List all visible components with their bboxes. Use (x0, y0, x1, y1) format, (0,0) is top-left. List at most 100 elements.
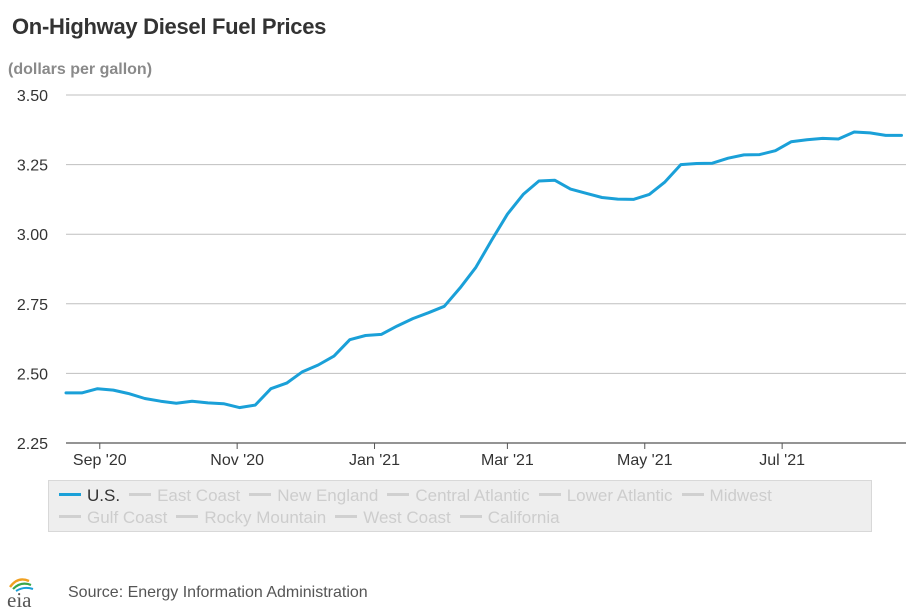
y-tick-label: 2.75 (17, 297, 48, 314)
data-point (301, 370, 304, 373)
data-point (96, 387, 99, 390)
y-axis-unit-label: (dollars per gallon) (8, 61, 153, 78)
data-point (742, 153, 745, 156)
x-tick-label: Nov '20 (210, 452, 264, 469)
data-point (884, 134, 887, 137)
data-point (65, 391, 68, 394)
eia-logo: eia (7, 578, 34, 610)
legend-item[interactable]: New England (249, 486, 378, 506)
legend-label: Midwest (709, 486, 772, 505)
legend-swatch (681, 493, 704, 497)
legend-swatch (59, 515, 81, 519)
data-point (506, 213, 509, 216)
data-point (128, 392, 131, 395)
data-point (632, 198, 635, 201)
data-point (869, 131, 872, 134)
legend-swatch (335, 515, 358, 519)
legend-label: U.S. (87, 486, 121, 505)
x-axis-ticks: Sep '20 Nov '20 Jan '21 Mar '21 May '21 Jul '… (73, 443, 805, 469)
data-point (774, 149, 777, 152)
data-point (333, 355, 336, 358)
data-point (380, 333, 383, 336)
chart-title: On-Highway Diesel Fuel Prices (12, 14, 327, 39)
legend-swatch (538, 493, 561, 497)
legend-label: Rocky Mountain (204, 508, 327, 527)
data-point (459, 287, 462, 290)
legend-label: Gulf Coast (87, 508, 168, 527)
x-tick-label: May '21 (617, 452, 673, 469)
legend-label: Lower Atlantic (566, 486, 673, 505)
legend-item[interactable]: Rocky Mountain (176, 508, 326, 528)
legend-swatch (459, 515, 482, 519)
data-point (254, 404, 257, 407)
data-point (837, 138, 840, 141)
data-point (648, 193, 651, 196)
data-point (427, 311, 430, 314)
data-point (159, 400, 162, 403)
x-tick-label: Sep '20 (73, 452, 127, 469)
data-point (538, 180, 541, 183)
series-layer (64, 130, 903, 410)
data-point (191, 400, 194, 403)
data-point (364, 334, 367, 337)
data-point (758, 153, 761, 156)
legend-swatch (249, 493, 272, 497)
data-point (900, 134, 903, 137)
data-point (585, 192, 588, 195)
source-note: Source: Energy Information Administratio… (68, 584, 368, 601)
data-point (143, 397, 146, 400)
legend-item[interactable]: Midwest (681, 486, 772, 506)
legend-swatch (59, 493, 81, 497)
data-point (490, 239, 493, 242)
y-tick-label: 3.00 (17, 227, 48, 244)
legend-row: U.S. East Coast New England Central Atlanti… (59, 486, 871, 508)
legend-label: New England (277, 486, 379, 505)
series-line-us (64, 130, 903, 410)
data-point (711, 162, 714, 165)
y-tick-label: 2.25 (17, 436, 48, 453)
data-point (806, 138, 809, 141)
legend-label: Central Atlantic (415, 486, 530, 505)
legend-item[interactable]: U.S. (59, 486, 120, 506)
legend-item[interactable]: East Coast (129, 486, 240, 506)
data-point (790, 140, 793, 143)
legend-label: California (487, 508, 560, 527)
data-point (727, 157, 730, 160)
chart-legend: U.S. East Coast New England Central Atlanti… (48, 480, 872, 532)
data-point (348, 338, 351, 341)
x-tick-label: Mar '21 (481, 452, 534, 469)
data-point (443, 305, 446, 308)
data-point (80, 391, 83, 394)
data-point (569, 188, 572, 191)
legend-item[interactable]: Gulf Coast (59, 508, 167, 528)
legend-swatch (387, 493, 410, 497)
legend-item[interactable]: Lower Atlantic (538, 486, 673, 506)
y-tick-label: 2.50 (17, 366, 48, 383)
legend-item[interactable]: Central Atlantic (387, 486, 530, 506)
data-point (522, 193, 525, 196)
data-point (285, 382, 288, 385)
grid-lines (66, 94, 906, 444)
x-tick-label: Jul '21 (759, 452, 805, 469)
data-point (601, 196, 604, 199)
data-point (317, 364, 320, 367)
y-axis-ticks: 3.50 3.25 3.00 2.75 2.50 2.25 (17, 88, 48, 453)
legend-swatch (176, 515, 199, 519)
legend-row: Gulf Coast Rocky Mountain West Coast Califo… (59, 508, 871, 530)
legend-item[interactable]: California (459, 508, 560, 528)
data-point (616, 198, 619, 201)
legend-label: East Coast (157, 486, 241, 505)
y-tick-label: 3.25 (17, 158, 48, 175)
data-point (175, 402, 178, 405)
data-point (853, 131, 856, 134)
svg-text:eia: eia (7, 588, 32, 610)
data-point (411, 317, 414, 320)
data-point (553, 179, 556, 182)
x-tick-label: Jan '21 (349, 452, 400, 469)
data-point (396, 325, 399, 328)
legend-item[interactable]: West Coast (335, 508, 451, 528)
data-point (821, 137, 824, 140)
data-point (695, 162, 698, 165)
legend-label: West Coast (363, 508, 451, 527)
